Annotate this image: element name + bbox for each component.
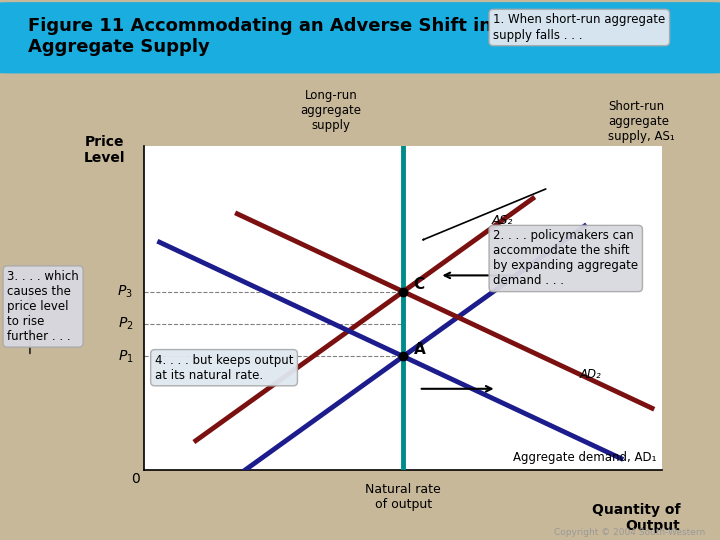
Text: AD₂: AD₂	[580, 368, 601, 381]
Text: Long-run
aggregate
supply: Long-run aggregate supply	[301, 89, 361, 132]
Text: 3. . . . which
causes the
price level
to rise
further . . .: 3. . . . which causes the price level to…	[7, 270, 79, 343]
Text: Copyright © 2004 South-Western: Copyright © 2004 South-Western	[554, 528, 706, 537]
Text: C: C	[413, 277, 425, 292]
Text: A: A	[413, 342, 426, 357]
Text: Natural rate
of output: Natural rate of output	[365, 483, 441, 511]
Text: 1. When short-run aggregate
supply falls . . .: 1. When short-run aggregate supply falls…	[493, 14, 665, 42]
Text: $P_2$: $P_2$	[117, 316, 133, 332]
Text: $P_3$: $P_3$	[117, 284, 133, 300]
Text: 4. . . . but keeps output
at its natural rate.: 4. . . . but keeps output at its natural…	[155, 354, 293, 382]
Text: $P_1$: $P_1$	[117, 348, 133, 364]
Text: Price
Level: Price Level	[84, 135, 125, 165]
Text: Short-run
aggregate
supply, AS₁: Short-run aggregate supply, AS₁	[608, 100, 675, 143]
Text: Quantity of
Output: Quantity of Output	[592, 503, 680, 534]
FancyBboxPatch shape	[0, 2, 720, 73]
Text: Aggregate demand, AD₁: Aggregate demand, AD₁	[513, 451, 657, 464]
Text: 0: 0	[131, 472, 140, 486]
Text: AS₂: AS₂	[491, 214, 513, 227]
Text: Figure 11 Accommodating an Adverse Shift in
Aggregate Supply: Figure 11 Accommodating an Adverse Shift…	[28, 17, 492, 56]
Text: 2. . . . policymakers can
accommodate the shift
by expanding aggregate
demand . : 2. . . . policymakers can accommodate th…	[493, 230, 639, 287]
